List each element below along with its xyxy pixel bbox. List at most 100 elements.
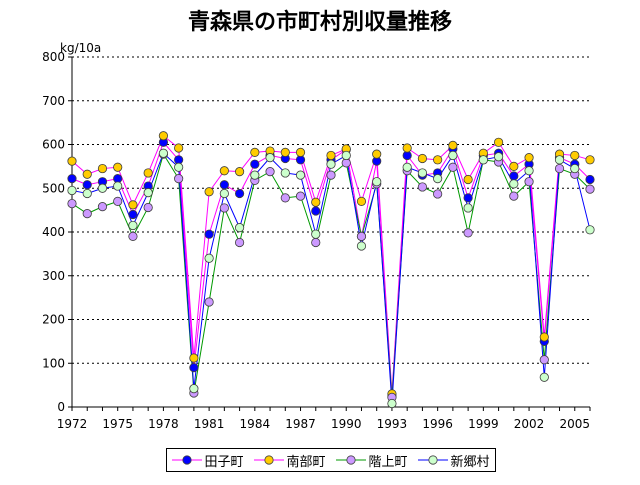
legend-swatch: [418, 455, 449, 465]
legend-swatch-marker: [264, 455, 275, 465]
data-point: [372, 177, 382, 187]
data-point: [219, 203, 229, 213]
data-point: [204, 187, 214, 197]
data-point: [402, 143, 412, 153]
data-point: [539, 332, 549, 342]
y-tick-label: 300: [42, 269, 65, 283]
data-point: [585, 155, 595, 165]
data-point: [128, 200, 138, 210]
data-point: [509, 171, 519, 181]
data-point: [433, 189, 443, 199]
data-point: [219, 180, 229, 190]
data-point: [204, 253, 214, 263]
data-point: [509, 191, 519, 201]
data-point: [295, 170, 306, 180]
legend-swatch: [254, 455, 285, 465]
x-tick-label: 1984: [240, 417, 271, 431]
axes: [68, 56, 591, 411]
data-point: [524, 153, 534, 163]
data-point: [280, 147, 290, 157]
data-point: [326, 150, 336, 161]
data-point: [97, 202, 108, 212]
y-axis-label: kg/10a: [60, 41, 101, 55]
grid-lines: [72, 56, 590, 364]
data-point: [493, 137, 504, 147]
data-point: [433, 155, 443, 165]
data-point: [189, 363, 199, 373]
data-point: [67, 198, 77, 209]
data-point: [524, 166, 534, 176]
legend-entry: 新郷村: [418, 451, 490, 470]
data-point: [585, 184, 595, 194]
data-point: [417, 153, 428, 164]
data-point: [143, 188, 153, 198]
legend-swatch-marker: [182, 455, 193, 465]
chart-title: 青森県の市町村別収量推移: [187, 10, 452, 35]
data-point: [311, 197, 321, 207]
data-point: [585, 225, 595, 235]
legend: 田子町 南部町 階上町 新郷村: [166, 448, 496, 472]
y-tick-label: 500: [42, 181, 65, 195]
data-point: [463, 203, 473, 213]
data-point: [356, 241, 367, 251]
data-point: [250, 147, 260, 157]
y-tick-labels: 0 100 200 300 400 500 600 700 800: [42, 50, 65, 414]
data-point: [174, 143, 184, 153]
y-tick-label: 0: [57, 400, 65, 414]
data-point: [570, 163, 580, 174]
data-point: [509, 179, 519, 189]
data-point: [570, 150, 580, 161]
data-point: [493, 152, 504, 162]
data-point: [295, 191, 306, 201]
legend-label: 南部町: [286, 454, 326, 470]
data-point: [234, 167, 245, 177]
data-point: [372, 149, 382, 159]
data-point: [585, 174, 595, 185]
legend-swatch-marker: [346, 455, 357, 465]
y-tick-label: 800: [42, 50, 65, 64]
legend-label: 新郷村: [450, 454, 490, 470]
data-point: [204, 229, 214, 239]
data-point: [417, 182, 428, 192]
y-tick-label: 100: [42, 356, 65, 370]
y-tick-label: 200: [42, 313, 65, 327]
data-point: [189, 384, 199, 394]
data-point: [128, 209, 138, 220]
legend-entry: 南部町: [254, 451, 326, 470]
x-tick-label: 2002: [514, 417, 545, 431]
data-point: [463, 193, 473, 203]
data-point: [219, 166, 229, 176]
legend-swatch-marker: [428, 455, 439, 465]
series-layer: [67, 131, 595, 409]
x-tick-label: 1999: [468, 417, 499, 431]
data-point: [82, 209, 92, 219]
data-point: [67, 174, 77, 184]
data-point: [128, 231, 138, 241]
data-point: [417, 168, 428, 178]
data-point: [311, 206, 321, 216]
data-point: [128, 220, 138, 231]
data-point: [433, 174, 443, 184]
legend-entry: 階上町: [336, 451, 408, 470]
x-tick-label: 1996: [422, 417, 453, 431]
data-point: [97, 183, 108, 193]
y-tick-label: 700: [42, 94, 65, 108]
x-tick-label: 2005: [559, 417, 590, 431]
data-point: [539, 372, 549, 382]
x-tick-label: 1972: [57, 417, 88, 431]
data-point: [143, 202, 153, 213]
data-point: [219, 188, 229, 199]
x-tick-label: 1990: [331, 417, 362, 431]
legend-entry: 田子町: [172, 451, 244, 470]
data-point: [174, 174, 184, 184]
legend-swatch: [172, 455, 203, 465]
x-tick-label: 1993: [377, 417, 408, 431]
data-point: [234, 237, 245, 248]
data-point: [67, 185, 77, 196]
data-point: [265, 167, 275, 177]
data-point: [478, 155, 488, 165]
data-point: [311, 229, 321, 239]
data-point: [250, 170, 260, 180]
data-point: [509, 161, 519, 171]
